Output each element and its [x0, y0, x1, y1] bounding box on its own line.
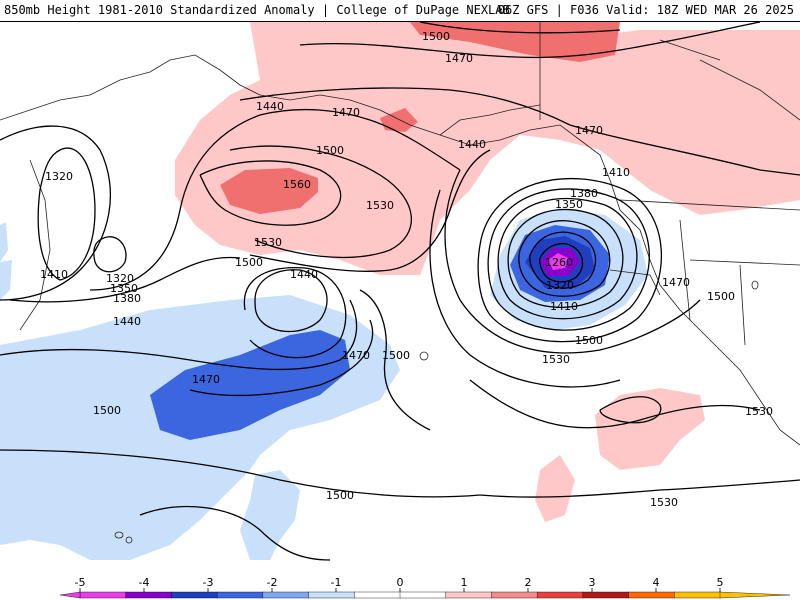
- contour-label: 1470: [445, 52, 473, 65]
- colorbar-swatch: [79, 591, 127, 599]
- colorbar-swatch: [171, 591, 218, 599]
- contour-label: 1530: [366, 199, 394, 212]
- colorbar-tick-label: -1: [331, 576, 342, 589]
- contour-label: 1440: [256, 100, 284, 113]
- contour-label: 1530: [542, 353, 570, 366]
- contour-label: 1500: [422, 30, 450, 43]
- colorbar-tick-label: 3: [589, 576, 596, 589]
- contour-label: 1500: [235, 256, 263, 269]
- contour-label: 1260: [545, 256, 573, 269]
- contour-label: 1440: [290, 268, 318, 281]
- contour-label: 1470: [575, 124, 603, 137]
- colorbar-swatch: [308, 591, 355, 599]
- colorbar-swatch: [262, 591, 310, 599]
- colorbar-tick-label: -4: [139, 576, 150, 589]
- colorbar-swatch: [491, 591, 538, 599]
- contour-labels: 1500 1470 1470 1440 1470 1320 1500 1440 …: [40, 30, 773, 509]
- anomaly-colorbar: -5 -4 -3 -2 -1 0 1 2 3 4 5: [0, 575, 800, 600]
- positive-anomaly-areas: [175, 22, 800, 522]
- colorbar-swatch: [399, 591, 447, 599]
- contour-label: 1470: [332, 106, 360, 119]
- colorbar-swatch: [125, 591, 173, 599]
- colorbar-tick-label: -2: [267, 576, 278, 589]
- colorbar-low-arrow: [59, 591, 81, 599]
- colorbar-swatch: [354, 591, 401, 599]
- colorbar-swatch: [674, 591, 721, 599]
- contour-label: 1380: [113, 292, 141, 305]
- contour-label: 1530: [745, 405, 773, 418]
- height-contours: [0, 22, 800, 561]
- contour-label: 1500: [382, 349, 410, 362]
- contour-label: 1410: [40, 268, 68, 281]
- colorbar-tick-label: -3: [203, 576, 214, 589]
- contour-label: 1560: [283, 178, 311, 191]
- contour-label: 1470: [662, 276, 690, 289]
- colorbar-high-arrow: [719, 591, 791, 599]
- colorbar-tick-label: 1: [461, 576, 468, 589]
- colorbar-tick-label: -5: [75, 576, 86, 589]
- contour-label: 1530: [254, 236, 282, 249]
- contour-label: 1410: [550, 300, 578, 313]
- contour-label: 1320: [546, 279, 574, 292]
- contour-label: 1500: [707, 290, 735, 303]
- contour-label: 1440: [113, 315, 141, 328]
- colorbar-swatch: [216, 591, 264, 599]
- contour-label: 1500: [326, 489, 354, 502]
- contour-label: 1320: [45, 170, 73, 183]
- colorbar-swatch: [628, 591, 675, 599]
- contour-label: 1380: [570, 187, 598, 200]
- colorbar-swatch: [582, 591, 630, 599]
- colorbar-tick-label: 5: [717, 576, 724, 589]
- contour-label: 1500: [93, 404, 121, 417]
- anomaly-map: 1500 1470 1470 1440 1470 1320 1500 1440 …: [0, 22, 800, 575]
- colorbar-swatch: [445, 591, 493, 599]
- contour-label: 1350: [555, 198, 583, 211]
- colorbar-tick-label: 4: [653, 576, 660, 589]
- contour-label: 1410: [602, 166, 630, 179]
- colorbar-tick-label: 2: [525, 576, 532, 589]
- contour-label: 1470: [192, 373, 220, 386]
- header-bar: 850mb Height 1981-2010 Standardized Anom…: [0, 0, 800, 22]
- colorbar-tick-label: 0: [397, 576, 404, 589]
- contour-label: 1530: [650, 496, 678, 509]
- coastlines: [0, 22, 800, 544]
- contour-label: 1350: [110, 282, 138, 295]
- contour-label: 1440: [458, 138, 486, 151]
- contour-label: 1470: [342, 349, 370, 362]
- colorbar-swatch: [536, 591, 584, 599]
- model-run-info: 06Z GFS | F036 Valid: 18Z WED MAR 26 202…: [497, 3, 794, 17]
- contour-label: 1500: [575, 334, 603, 347]
- map-title: 850mb Height 1981-2010 Standardized Anom…: [4, 3, 510, 17]
- contour-label: 1320: [106, 272, 134, 285]
- contour-label: 1500: [316, 144, 344, 157]
